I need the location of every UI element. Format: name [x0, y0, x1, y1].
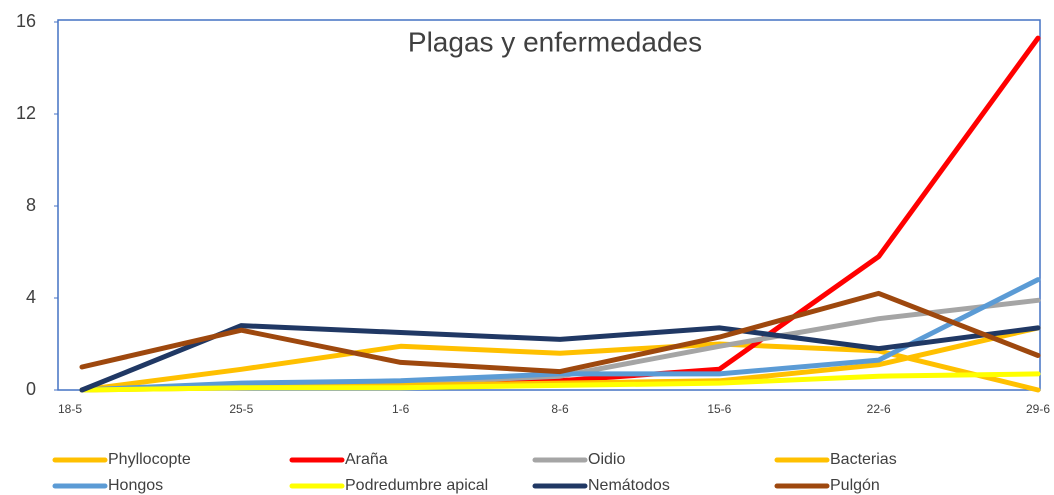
x-tick-label: 1-6	[392, 402, 410, 416]
legend-label: Pulgón	[830, 477, 880, 494]
legend-label: Hongos	[108, 477, 163, 494]
legend-label: Bacterias	[830, 451, 897, 468]
x-tick-label: 18-5	[58, 402, 82, 416]
y-tick-label: 4	[26, 287, 36, 307]
series-line	[79, 371, 1041, 393]
y-tick-label: 8	[26, 195, 36, 215]
y-tick-label: 12	[16, 103, 36, 123]
legend-label: Araña	[345, 451, 388, 468]
series-line	[79, 323, 1041, 393]
x-tick-label: 29-6	[1026, 402, 1050, 416]
x-tick-label: 22-6	[867, 402, 891, 416]
y-tick-label: 0	[26, 379, 36, 399]
chart-title: Plagas y enfermedades	[408, 26, 702, 57]
legend-label: Phyllocopte	[108, 451, 191, 468]
legend-label: Nemátodos	[588, 477, 670, 494]
legend-label: Oidio	[588, 451, 625, 468]
x-tick-label: 15-6	[707, 402, 731, 416]
x-tick-label: 25-5	[229, 402, 253, 416]
plot-frame	[57, 19, 1041, 391]
legend-label: Podredumbre apical	[345, 477, 488, 494]
x-tick-label: 8-6	[551, 402, 569, 416]
series-line	[79, 290, 1041, 375]
y-tick-label: 16	[16, 11, 36, 31]
